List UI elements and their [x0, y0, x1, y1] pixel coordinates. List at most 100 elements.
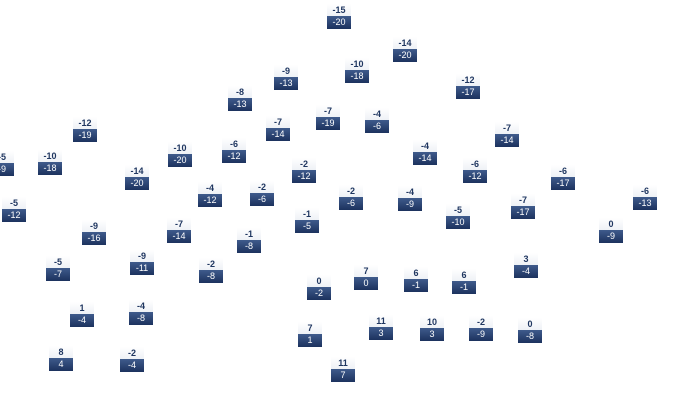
tag-top: -10 [345, 58, 369, 70]
tag: -7 -19 [316, 105, 340, 130]
tag: -5 -12 [2, 197, 26, 222]
tag-bottom: -17 [456, 86, 480, 99]
tag-top: 6 [404, 267, 428, 279]
tag: 6 -1 [452, 269, 476, 294]
tag-bottom: -18 [38, 162, 62, 175]
tag-top: -7 [316, 105, 340, 117]
tag: -9 -16 [82, 220, 106, 245]
tag: -8 -13 [228, 86, 252, 111]
tag: -6 -13 [633, 185, 657, 210]
tag-bottom: -12 [292, 170, 316, 183]
tag-bottom: -14 [167, 230, 191, 243]
tag: -4 -6 [365, 108, 389, 133]
tag: -7 -17 [511, 194, 535, 219]
tag: -7 -14 [495, 122, 519, 147]
tag: -6 -12 [222, 138, 246, 163]
tag-top: 8 [49, 346, 73, 358]
tag-bottom: -13 [633, 197, 657, 210]
tag-top: -9 [130, 250, 154, 262]
tag-bottom: -12 [222, 150, 246, 163]
tag-top: -7 [167, 218, 191, 230]
tag: -4 -14 [413, 140, 437, 165]
tag: -5-9 [0, 151, 14, 176]
tag-top: -2 [199, 258, 223, 270]
tag-top: -4 [129, 300, 153, 312]
tag-bottom: -7 [46, 268, 70, 281]
tag-bottom: -14 [413, 152, 437, 165]
tag-bottom: -8 [518, 330, 542, 343]
tag-top: -1 [295, 208, 319, 220]
tag-bottom: -8 [129, 312, 153, 325]
tag: -2 -9 [469, 316, 493, 341]
tag-bottom: -9 [0, 163, 14, 176]
tag: 11 3 [369, 315, 393, 340]
tag: -4 -12 [198, 182, 222, 207]
tag-top: -6 [463, 158, 487, 170]
tag: 10 3 [420, 316, 444, 341]
tag-bottom: -20 [168, 154, 192, 167]
tag-bottom: -10 [446, 216, 470, 229]
tag-bottom: 4 [49, 358, 73, 371]
tag-bottom: -9 [469, 328, 493, 341]
tag-bottom: -4 [514, 265, 538, 278]
tag-top: 3 [514, 253, 538, 265]
tag: -5 -7 [46, 256, 70, 281]
tag: -6 -12 [463, 158, 487, 183]
tag: -1 -5 [295, 208, 319, 233]
tag-top: -5 [446, 204, 470, 216]
tag-top: -6 [551, 165, 575, 177]
tag: -10 -20 [168, 142, 192, 167]
tag-top: -2 [292, 158, 316, 170]
tag-bottom: -13 [274, 77, 298, 90]
tag-bottom: -11 [130, 262, 154, 275]
tag-bottom: -20 [125, 177, 149, 190]
tag-bottom: 3 [420, 328, 444, 341]
tag-bottom: -19 [73, 129, 97, 142]
tag-top: -15 [327, 4, 351, 16]
tag: -7 -14 [266, 116, 290, 141]
tag-bottom: -20 [327, 16, 351, 29]
tag: -2 -6 [250, 181, 274, 206]
tag: -12 -19 [73, 117, 97, 142]
tag-top: -5 [0, 151, 14, 163]
tag-top: -14 [125, 165, 149, 177]
tag: -4 -8 [129, 300, 153, 325]
tag-bottom: -14 [266, 128, 290, 141]
tag-bottom: -12 [198, 194, 222, 207]
tag: 0 -2 [307, 275, 331, 300]
tag: -14 -20 [393, 37, 417, 62]
tag-top: -7 [495, 122, 519, 134]
tag-bottom: -1 [404, 279, 428, 292]
tag: -2 -4 [120, 347, 144, 372]
tag-bottom: -12 [463, 170, 487, 183]
tag: -12 -17 [456, 74, 480, 99]
tag: 11 7 [331, 357, 355, 382]
tag-top: -8 [228, 86, 252, 98]
tag: -2 -12 [292, 158, 316, 183]
tag-bottom: -14 [495, 134, 519, 147]
tag-bottom: 0 [354, 277, 378, 290]
tag-bottom: -9 [599, 230, 623, 243]
tag-top: -10 [38, 150, 62, 162]
tag: -7 -14 [167, 218, 191, 243]
tag-top: -4 [198, 182, 222, 194]
tag: 0 -9 [599, 218, 623, 243]
tag-top: 11 [369, 315, 393, 327]
tag-bottom: -20 [393, 49, 417, 62]
tag-top: -10 [168, 142, 192, 154]
tag-bottom: -5 [295, 220, 319, 233]
tag-top: -2 [339, 185, 363, 197]
tag-top: 0 [518, 318, 542, 330]
tag: -14 -20 [125, 165, 149, 190]
tag: -10 -18 [38, 150, 62, 175]
tag: 1 -4 [70, 302, 94, 327]
tag-bottom: -17 [551, 177, 575, 190]
tag: -2 -8 [199, 258, 223, 283]
tag: -9 -13 [274, 65, 298, 90]
tag: -10 -18 [345, 58, 369, 83]
tag-top: -5 [2, 197, 26, 209]
tag-top: -9 [274, 65, 298, 77]
